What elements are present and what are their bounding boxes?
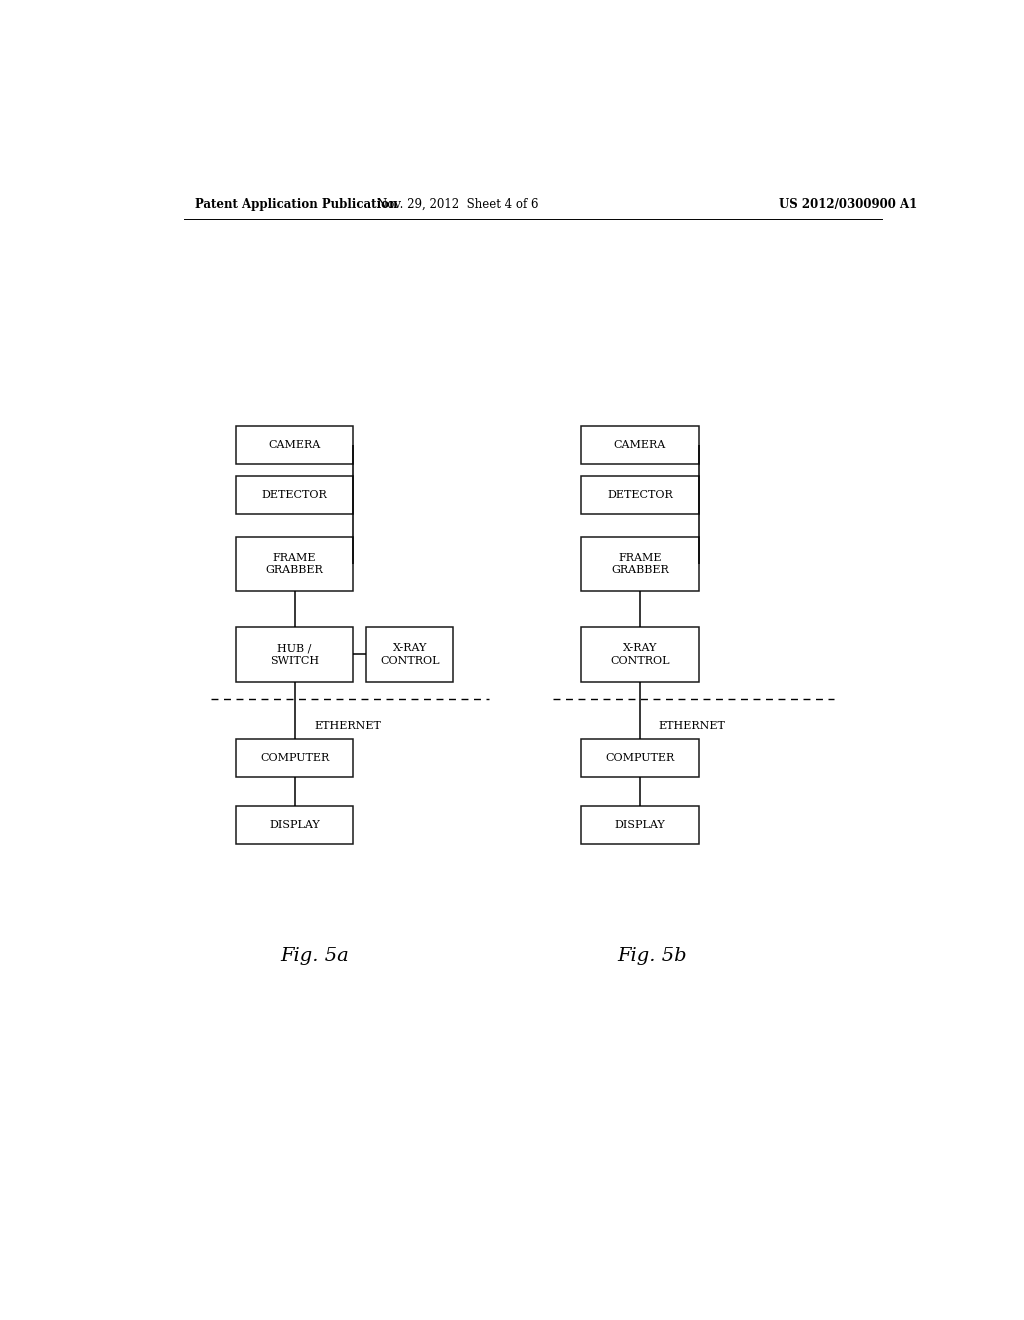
Bar: [236, 739, 353, 777]
Text: X-RAY
CONTROL: X-RAY CONTROL: [610, 643, 670, 665]
Bar: [582, 805, 698, 845]
Text: US 2012/0300900 A1: US 2012/0300900 A1: [778, 198, 918, 211]
Text: DISPLAY: DISPLAY: [614, 820, 666, 830]
Text: CAMERA: CAMERA: [613, 440, 666, 450]
Text: CAMERA: CAMERA: [268, 440, 321, 450]
Bar: [236, 475, 353, 515]
Text: COMPUTER: COMPUTER: [260, 754, 330, 763]
Text: FRAME
GRABBER: FRAME GRABBER: [266, 553, 324, 576]
Bar: [582, 426, 698, 465]
Text: COMPUTER: COMPUTER: [605, 754, 675, 763]
Text: X-RAY
CONTROL: X-RAY CONTROL: [380, 643, 439, 665]
Bar: [367, 627, 454, 682]
Bar: [582, 627, 698, 682]
Text: DISPLAY: DISPLAY: [269, 820, 321, 830]
Text: ETHERNET: ETHERNET: [314, 721, 381, 730]
Text: DETECTOR: DETECTOR: [607, 490, 673, 500]
Text: Nov. 29, 2012  Sheet 4 of 6: Nov. 29, 2012 Sheet 4 of 6: [377, 198, 538, 211]
Bar: [236, 805, 353, 845]
Bar: [582, 475, 698, 515]
Text: ETHERNET: ETHERNET: [658, 721, 725, 730]
Text: DETECTOR: DETECTOR: [262, 490, 328, 500]
Bar: [236, 536, 353, 591]
Text: Patent Application Publication: Patent Application Publication: [196, 198, 398, 211]
Bar: [236, 426, 353, 465]
Text: HUB /
SWITCH: HUB / SWITCH: [270, 643, 319, 665]
Text: Fig. 5b: Fig. 5b: [617, 948, 686, 965]
Bar: [236, 627, 353, 682]
Bar: [582, 739, 698, 777]
Bar: [582, 536, 698, 591]
Text: FRAME
GRABBER: FRAME GRABBER: [611, 553, 669, 576]
Text: Fig. 5a: Fig. 5a: [281, 948, 349, 965]
